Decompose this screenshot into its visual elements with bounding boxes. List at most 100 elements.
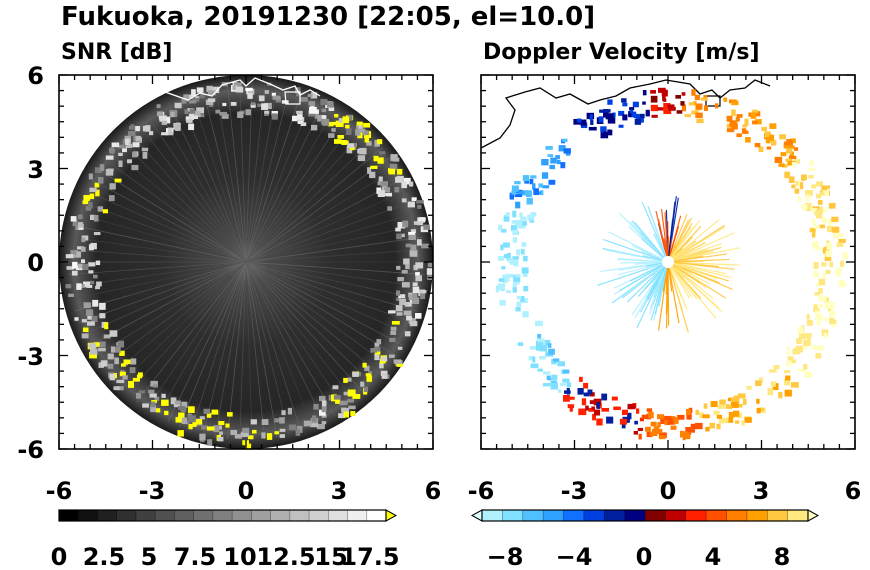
doppler-echo-cell bbox=[522, 221, 527, 226]
snr-colorbar-label: 0 bbox=[51, 543, 68, 570]
doppler-echo-cell bbox=[650, 104, 658, 112]
snr-echo-cell bbox=[339, 400, 348, 406]
doppler-coastline bbox=[481, 79, 771, 149]
doppler-echo-cell bbox=[516, 249, 520, 256]
doppler-echo-cell bbox=[700, 97, 708, 101]
colorbar-swatch bbox=[309, 510, 329, 521]
doppler-ray bbox=[629, 264, 663, 282]
doppler-echo-cell bbox=[826, 225, 833, 233]
doppler-echo-cell bbox=[741, 128, 747, 134]
snr-echo-cell bbox=[386, 192, 393, 197]
doppler-echo-cell bbox=[786, 360, 792, 367]
snr-echo-cell bbox=[335, 399, 341, 404]
snr-echo-cell bbox=[99, 313, 106, 319]
snr-echo-cell bbox=[356, 121, 363, 126]
doppler-echo-cell bbox=[780, 152, 787, 157]
doppler-echo-cell bbox=[511, 220, 518, 224]
snr-ray bbox=[245, 261, 302, 432]
figure-title: Fukuoka, 20191230 [22:05, el=10.0] bbox=[61, 2, 595, 32]
snr-echo-cell bbox=[87, 316, 92, 320]
snr-echo-cell bbox=[410, 244, 417, 251]
doppler-echo-cell bbox=[787, 356, 794, 361]
snr-echo-cell bbox=[161, 393, 166, 398]
snr-ray bbox=[167, 261, 247, 423]
doppler-echo-cell bbox=[535, 320, 543, 327]
snr-echo-cell bbox=[196, 419, 203, 425]
doppler-echo-cell bbox=[703, 403, 708, 409]
colorbar-swatch bbox=[482, 510, 503, 521]
colorbar-swatch bbox=[116, 510, 137, 521]
snr-echo-cell bbox=[90, 214, 96, 221]
snr-ray bbox=[88, 178, 247, 263]
doppler-echo-cell bbox=[743, 398, 747, 405]
doppler-ray bbox=[671, 236, 693, 259]
doppler-echo-cell bbox=[825, 301, 832, 309]
snr-echo-cell bbox=[316, 424, 325, 430]
snr-ray bbox=[83, 261, 247, 335]
doppler-echo-cell bbox=[823, 297, 829, 303]
snr-echo-cell bbox=[135, 136, 142, 142]
snr-ray bbox=[74, 261, 247, 312]
doppler-echo-cell bbox=[513, 260, 519, 267]
doppler-echo-cell bbox=[793, 159, 800, 164]
doppler-echo-cell bbox=[641, 414, 648, 420]
doppler-echo-cell bbox=[551, 374, 558, 381]
snr-echo-cell bbox=[250, 419, 257, 425]
snr-colorbar-label: 12.5 bbox=[256, 543, 315, 570]
snr-echo-cell bbox=[132, 151, 138, 158]
snr-echo-cell bbox=[115, 346, 121, 353]
snr-echo-cell bbox=[185, 116, 191, 121]
doppler-ray bbox=[654, 267, 668, 315]
snr-echo-cell bbox=[258, 95, 265, 102]
doppler-echo-cell bbox=[835, 271, 840, 277]
doppler-radar-center bbox=[662, 256, 674, 268]
snr-ray bbox=[94, 261, 247, 357]
snr-echo-cell bbox=[175, 417, 183, 423]
doppler-echo-cell bbox=[694, 94, 700, 101]
doppler-echo-cell bbox=[771, 140, 777, 146]
snr-echo-cell bbox=[415, 275, 422, 282]
snr-echo-cell bbox=[377, 190, 385, 198]
snr-ray bbox=[101, 157, 247, 263]
doppler-echo-cell bbox=[511, 190, 517, 195]
doppler-echo-cell bbox=[685, 427, 693, 432]
doppler-echo-cell bbox=[668, 106, 676, 111]
doppler-echo-cell bbox=[684, 114, 691, 118]
doppler-echo-cell bbox=[547, 377, 555, 381]
doppler-echo-cell bbox=[710, 401, 718, 408]
doppler-echo-cell bbox=[576, 118, 582, 123]
snr-echo-cell bbox=[377, 181, 382, 186]
snr-ray bbox=[136, 261, 247, 403]
snr-echo-cell bbox=[380, 370, 388, 377]
doppler-colorbar-label: −4 bbox=[556, 543, 593, 570]
doppler-ray bbox=[641, 201, 667, 257]
snr-echo-cell bbox=[94, 342, 100, 347]
snr-echo-cell bbox=[396, 265, 401, 270]
snr-echo-cell bbox=[161, 120, 168, 125]
snr-echo-cell bbox=[395, 227, 401, 232]
snr-echo-cell bbox=[347, 399, 354, 403]
snr-ray bbox=[68, 261, 247, 275]
snr-echo-cell bbox=[110, 346, 116, 353]
doppler-echo-cell bbox=[562, 369, 570, 374]
colorbar-swatch bbox=[624, 510, 646, 521]
snr-echo-cell bbox=[81, 259, 86, 263]
doppler-echo-cell bbox=[511, 185, 519, 192]
doppler-echo-cell bbox=[815, 225, 820, 230]
doppler-ray bbox=[617, 258, 663, 263]
snr-echo-cell bbox=[274, 418, 282, 423]
doppler-echo-cell bbox=[650, 421, 657, 427]
snr-echo-cell bbox=[199, 416, 205, 420]
doppler-echo-cell bbox=[680, 101, 685, 106]
doppler-echo-cell bbox=[537, 368, 543, 372]
snr-echo-cell bbox=[178, 406, 186, 410]
doppler-ray bbox=[673, 263, 733, 291]
doppler-echo-cell bbox=[784, 379, 791, 386]
snr-ytick-label: 0 bbox=[27, 249, 44, 277]
doppler-echo-cell bbox=[556, 160, 561, 165]
doppler-echo-cell bbox=[810, 208, 818, 213]
doppler-ray bbox=[668, 267, 673, 292]
doppler-echo-cell bbox=[663, 109, 672, 115]
doppler-echo-cell bbox=[821, 217, 827, 224]
